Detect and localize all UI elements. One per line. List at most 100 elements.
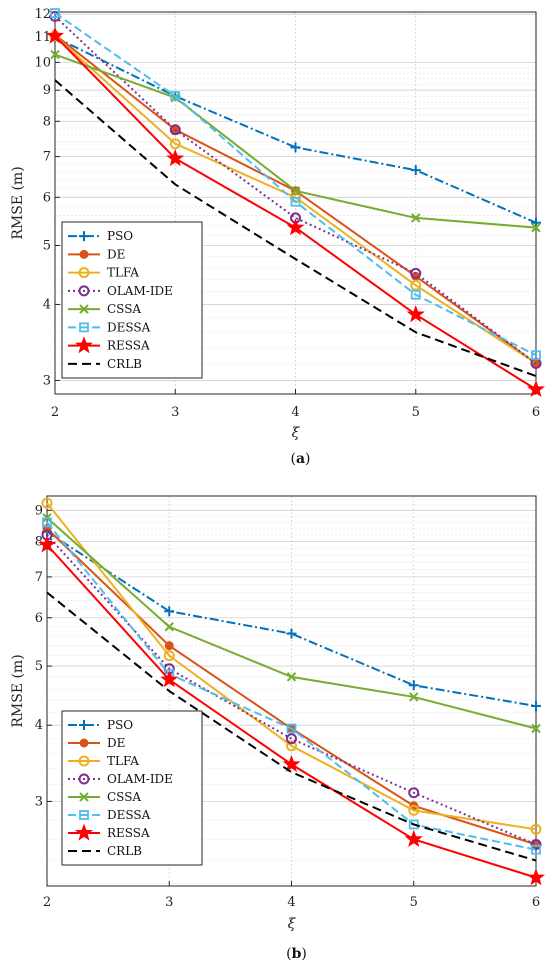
y-axis-label: RMSE (m): [10, 654, 26, 727]
data-point: [286, 733, 297, 745]
series-line: [46, 534, 537, 846]
series-line: [54, 15, 537, 365]
legend: PSO DE TLFA OLAM-IDE CSSA DESSA RESSA CRLB: [61, 221, 203, 379]
y-tick-label: 7: [35, 570, 43, 585]
data-point: [42, 517, 52, 528]
data-point: [530, 823, 542, 835]
legend-label: DESSA: [107, 320, 151, 334]
legend-label: DE: [107, 247, 125, 261]
y-tick-label: 10: [34, 55, 51, 70]
legend-label: DESSA: [107, 808, 151, 822]
legend-marker: [79, 249, 89, 259]
legend-marker: [78, 773, 90, 785]
y-tick-label: 6: [43, 190, 51, 205]
data-point: [408, 787, 420, 799]
data-point: [50, 49, 60, 60]
data-point: [526, 379, 546, 398]
data-point: [164, 606, 175, 617]
data-point: [37, 535, 57, 553]
x-tick-label: 4: [287, 895, 295, 910]
data-point: [45, 26, 65, 44]
legend-marker: [79, 738, 89, 748]
legend-label: CRLB: [107, 844, 142, 858]
legend-label: RESSA: [107, 826, 150, 840]
data-point: [531, 350, 541, 361]
legend-label: CSSA: [107, 790, 141, 804]
data-point: [408, 819, 419, 830]
data-point: [290, 186, 301, 196]
y-tick-label: 11: [34, 30, 51, 45]
y-tick-label: 4: [35, 718, 43, 733]
x-tick-label: 6: [532, 895, 540, 910]
data-point: [411, 213, 421, 223]
series-cssa: [50, 49, 541, 233]
legend-label: OLAM-IDE: [107, 284, 173, 298]
series-line: [54, 36, 537, 224]
legend-marker: [74, 823, 94, 841]
data-point: [160, 670, 179, 688]
data-point: [408, 680, 419, 691]
x-tick-label: 4: [291, 405, 299, 420]
legend-marker: [79, 792, 89, 802]
series-line: [54, 12, 537, 357]
series-dessa: [50, 8, 541, 361]
series-line: [46, 521, 537, 851]
data-point: [286, 218, 305, 236]
data-point: [282, 754, 301, 773]
x-tick-label: 2: [43, 895, 51, 910]
legend-box: [61, 221, 203, 379]
data-point: [531, 723, 541, 734]
data-point: [530, 838, 542, 850]
data-point: [164, 641, 174, 651]
data-point: [169, 124, 181, 136]
legend-label: DE: [107, 736, 125, 750]
y-tick-label: 6: [35, 611, 43, 626]
data-point: [408, 804, 420, 816]
figure-caption: (b): [286, 946, 307, 962]
series-crlb: [46, 591, 537, 862]
series-line: [54, 79, 537, 378]
legend-label: OLAM-IDE: [107, 772, 173, 786]
x-tick-label: 5: [410, 895, 418, 910]
data-point: [409, 692, 419, 702]
data-point: [164, 622, 174, 632]
data-point: [531, 222, 541, 233]
y-tick-label: 9: [43, 83, 51, 98]
legend-marker: [74, 336, 94, 354]
legend-label: CRLB: [107, 357, 142, 371]
series-crlb: [54, 79, 537, 378]
data-point: [286, 723, 297, 734]
y-tick-label: 8: [43, 114, 51, 129]
legend-box: [61, 710, 203, 866]
data-point: [286, 628, 297, 639]
data-point: [169, 138, 181, 150]
data-point: [410, 165, 421, 176]
data-point: [410, 267, 422, 279]
chart-panel-b: 345678923456ξRMSE (m)PSODETLFAOLAM-IDECS…: [10, 495, 546, 962]
data-point: [290, 142, 301, 153]
y-tick-label: 4: [43, 297, 51, 312]
legend-marker: [79, 231, 89, 242]
data-point: [531, 844, 541, 855]
x-tick-label: 3: [165, 895, 173, 910]
data-point: [410, 289, 421, 300]
data-point: [166, 149, 185, 167]
data-point: [526, 868, 546, 886]
data-point: [170, 91, 181, 102]
data-point: [41, 497, 53, 509]
legend-marker: [78, 755, 90, 767]
data-point: [531, 217, 541, 228]
figure-caption: (a): [290, 451, 310, 467]
data-point: [404, 829, 423, 847]
x-tick-label: 3: [171, 405, 179, 420]
data-point: [286, 672, 297, 682]
legend: PSO DE TLFA OLAM-IDE CSSA DESSA RESSA CRLB: [61, 710, 203, 866]
legend-marker: [79, 810, 89, 820]
legend-marker: [79, 322, 89, 333]
y-tick-label: 5: [43, 238, 51, 253]
data-point: [531, 701, 541, 712]
chart-panel-a: 3 4 5 6 7 8 9 10 11 12 2 3 4 5 6 ξ RMSE (m) PSO DE TLFA OLAM…: [10, 7, 546, 467]
data-point: [290, 196, 301, 207]
y-tick-label: 9: [35, 503, 43, 518]
